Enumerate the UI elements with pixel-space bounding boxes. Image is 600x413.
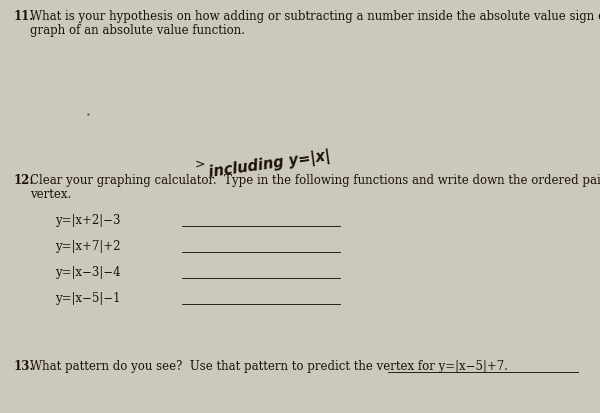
Text: What is your hypothesis on how adding or subtracting a number inside the absolut: What is your hypothesis on how adding or… — [30, 10, 600, 23]
Text: including y=|x|: including y=|x| — [208, 147, 332, 180]
Text: y=|x−3|−4: y=|x−3|−4 — [55, 266, 121, 278]
Text: 11.: 11. — [14, 10, 34, 23]
Text: Clear your graphing calculator.  Type in the following functions and write down : Clear your graphing calculator. Type in … — [30, 173, 600, 187]
Text: y=|x+7|+2: y=|x+7|+2 — [55, 240, 121, 252]
Text: graph of an absolute value function.: graph of an absolute value function. — [30, 24, 245, 37]
Text: >: > — [195, 158, 205, 171]
Text: What pattern do you see?  Use that pattern to predict the vertex for y=|x−5|+7.: What pattern do you see? Use that patter… — [30, 359, 508, 372]
Text: y=|x+2|−3: y=|x+2|−3 — [55, 214, 121, 226]
Text: vertex.: vertex. — [30, 188, 71, 201]
Text: y=|x−5|−1: y=|x−5|−1 — [55, 291, 121, 304]
Text: 13.: 13. — [14, 359, 35, 372]
Text: 12.: 12. — [14, 173, 35, 187]
